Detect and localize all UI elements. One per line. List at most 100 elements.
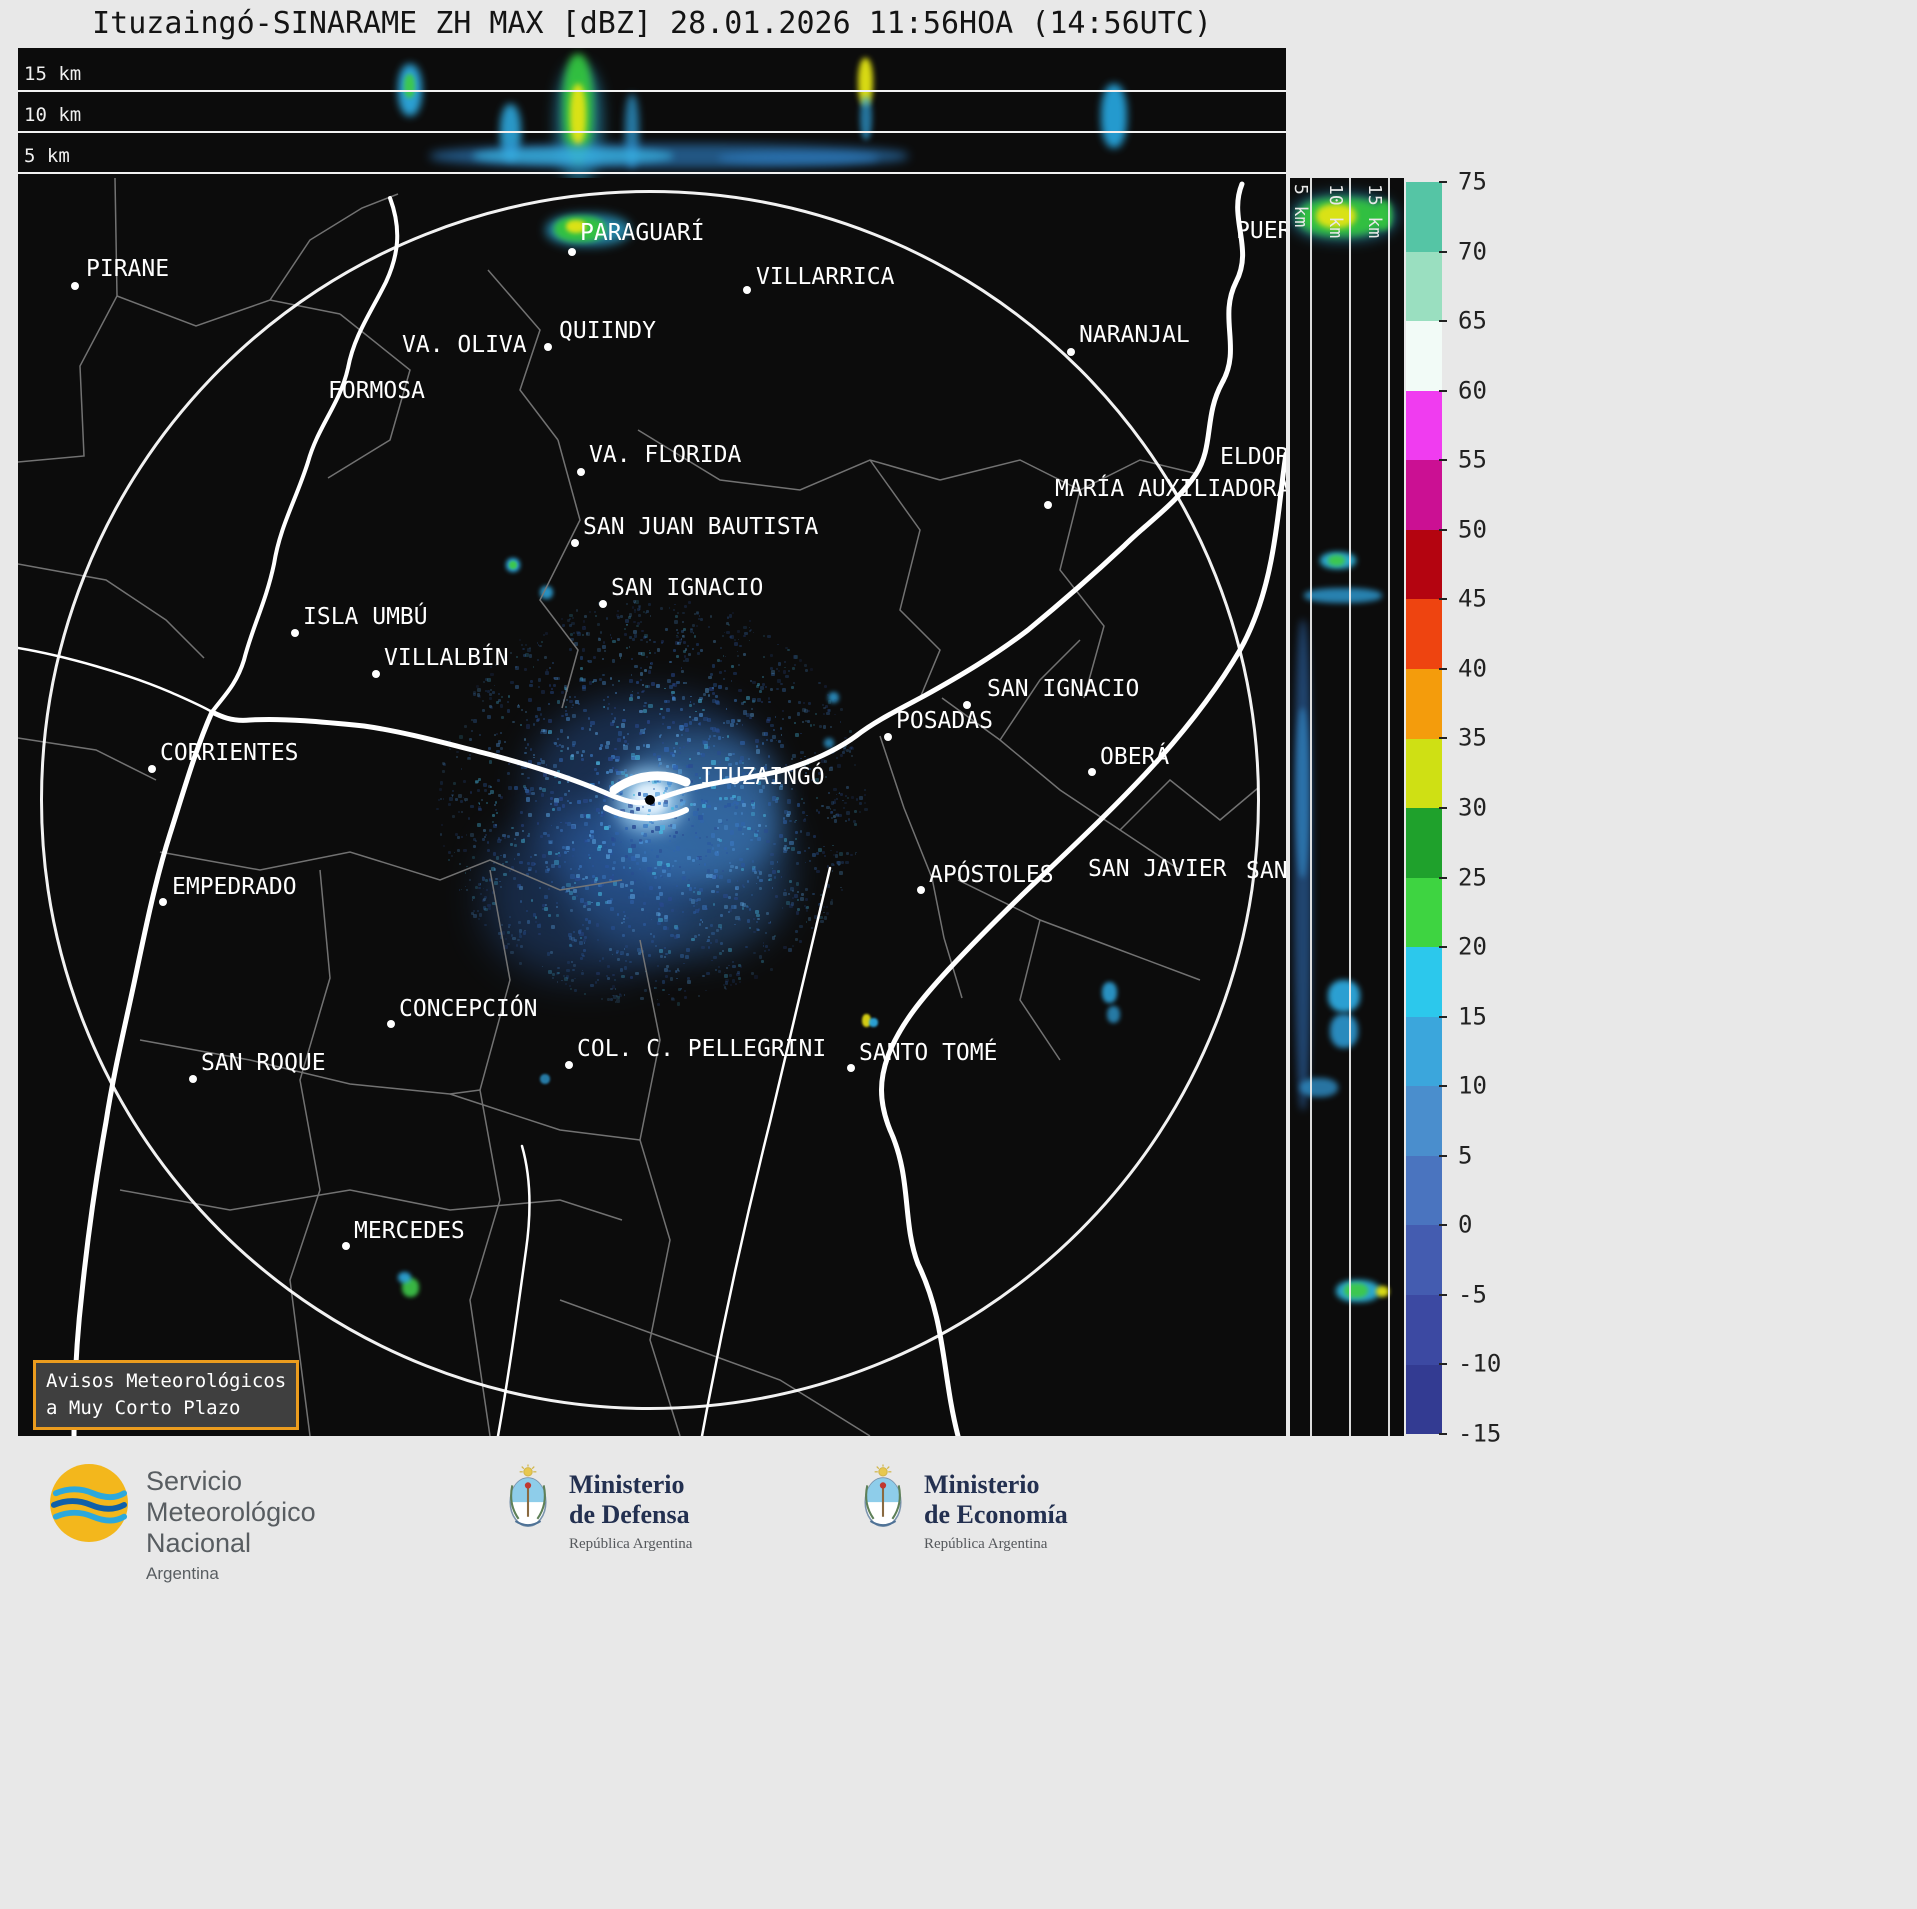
ministry-sub-label: República Argentina bbox=[569, 1536, 693, 1552]
radar-echo bbox=[1101, 84, 1127, 148]
city-label: VILLALBÍN bbox=[384, 645, 509, 671]
colorbar-segment bbox=[1406, 1086, 1442, 1156]
radar-echo bbox=[1304, 588, 1382, 603]
colorbar-segment bbox=[1406, 808, 1442, 878]
colorbar-tick bbox=[1439, 807, 1447, 809]
ministry-name-line: de Economía bbox=[924, 1500, 1068, 1529]
city-dot bbox=[544, 343, 552, 351]
radar-echo bbox=[858, 58, 873, 106]
warning-box: Avisos Meteorológicos a Muy Corto Plazo bbox=[33, 1360, 300, 1430]
city-label: NARANJAL bbox=[1079, 322, 1190, 348]
city-dot bbox=[917, 886, 925, 894]
colorbar-tick-label: 20 bbox=[1458, 932, 1487, 961]
colorbar-segment bbox=[1406, 738, 1442, 809]
city-dot bbox=[291, 629, 299, 637]
top-echo-layer bbox=[18, 48, 1286, 178]
altitude-gridline bbox=[18, 172, 1286, 174]
colorbar-tick-label: 75 bbox=[1458, 167, 1487, 196]
city-label: ELDORADO bbox=[1220, 444, 1286, 470]
altitude-gridline bbox=[1310, 178, 1312, 1436]
page-title: Ituzaingó-SINARAME ZH MAX [dBZ] 28.01.20… bbox=[92, 6, 1212, 41]
city-label: VA. OLIVA bbox=[402, 332, 527, 358]
city-dot bbox=[577, 468, 585, 476]
radar-echo bbox=[404, 74, 415, 98]
radar-echo bbox=[1376, 1286, 1389, 1297]
city-label: MARÍA AUXILIADORA bbox=[1055, 476, 1286, 502]
colorbar-segment bbox=[1406, 321, 1442, 391]
radar-echo bbox=[1328, 980, 1360, 1012]
colorbar-tick-label: 50 bbox=[1458, 515, 1487, 544]
city-dot bbox=[387, 1020, 395, 1028]
colorbar-tick bbox=[1439, 876, 1447, 879]
smn-logo-icon bbox=[50, 1464, 128, 1542]
city-dot bbox=[148, 765, 156, 773]
colorbar-tick bbox=[1439, 1363, 1447, 1366]
colorbar-tick-label: 0 bbox=[1458, 1210, 1473, 1239]
city-label: CONCEPCIÓN bbox=[399, 996, 538, 1022]
city-label: SAN PEDRO bbox=[1246, 858, 1286, 884]
colorbar-tick bbox=[1439, 737, 1447, 740]
altitude-label: 15 km bbox=[24, 63, 82, 85]
colorbar-tick-label: 45 bbox=[1458, 584, 1487, 613]
colorbar-tick-label: 15 bbox=[1458, 1002, 1487, 1031]
ministry-name-line: de Defensa bbox=[569, 1500, 690, 1529]
radar-echo bbox=[860, 96, 872, 140]
colorbar-segment bbox=[1406, 668, 1442, 739]
city-label: EMPEDRADO bbox=[172, 874, 297, 900]
top-cross-section: 15 km 10 km 5 km bbox=[18, 48, 1286, 178]
colorbar-tick bbox=[1439, 667, 1447, 670]
city-label: SAN JAVIER bbox=[1088, 856, 1227, 882]
colorbar-tick bbox=[1439, 320, 1447, 323]
city-label: ISLA UMBÚ bbox=[303, 604, 428, 630]
smn-name-line: Nacional bbox=[146, 1528, 252, 1558]
colorbar-tick-label: 65 bbox=[1458, 306, 1487, 335]
colorbar-tick-label: -5 bbox=[1458, 1280, 1487, 1309]
city-dot bbox=[884, 733, 892, 741]
colorbar-tick bbox=[1439, 946, 1447, 949]
altitude-gridline bbox=[1388, 178, 1390, 1436]
colorbar-segment bbox=[1406, 1155, 1442, 1226]
radar-echo bbox=[570, 84, 586, 146]
colorbar bbox=[1406, 182, 1442, 1435]
smn-name-line: Meteorológico bbox=[146, 1497, 316, 1527]
colorbar-segment bbox=[1406, 529, 1442, 600]
radar-echo bbox=[1300, 1078, 1338, 1097]
city-dot bbox=[599, 600, 607, 608]
city-dot bbox=[71, 282, 79, 290]
colorbar-segment bbox=[1406, 1225, 1442, 1295]
colorbar-tick bbox=[1439, 1224, 1447, 1227]
city-label: COL. C. PELLEGRINI bbox=[577, 1036, 827, 1062]
colorbar-tick bbox=[1439, 1433, 1447, 1435]
altitude-label: 5 km bbox=[1290, 184, 1311, 228]
argentina-coat-of-arms-icon bbox=[864, 1464, 902, 1527]
colorbar-tick bbox=[1439, 598, 1447, 601]
colorbar-tick-label: 60 bbox=[1458, 376, 1487, 405]
city-layer: PIRANE PARAGUARÍ VILLARRICA QUIINDY VA. OLIV… bbox=[18, 178, 1286, 1436]
city-dot bbox=[189, 1075, 197, 1083]
colorbar-segment bbox=[1406, 1295, 1442, 1365]
altitude-label: 15 km bbox=[1364, 184, 1385, 239]
altitude-gridline bbox=[1349, 178, 1351, 1436]
city-dot bbox=[1088, 768, 1096, 776]
colorbar-tick-label: 10 bbox=[1458, 1071, 1487, 1100]
city-dot bbox=[372, 670, 380, 678]
colorbar-segment bbox=[1406, 947, 1442, 1017]
city-dot bbox=[568, 248, 576, 256]
smn-logo-group: Servicio Meteorológico Nacional Argentin… bbox=[50, 1464, 316, 1584]
colorbar-segment bbox=[1406, 1364, 1442, 1435]
radar-echo bbox=[1296, 708, 1309, 878]
colorbar-tick-label: 40 bbox=[1458, 654, 1487, 683]
city-label: OBERÁ bbox=[1100, 744, 1170, 770]
colorbar-tick bbox=[1439, 1085, 1447, 1088]
ministry-defensa-group: Ministerio de Defensa República Argentin… bbox=[505, 1464, 692, 1553]
city-label: PIRANE bbox=[86, 256, 170, 282]
colorbar-tick-label: 70 bbox=[1458, 236, 1487, 265]
city-label: PARAGUARÍ bbox=[580, 220, 705, 246]
city-label: QUIINDY bbox=[559, 318, 656, 344]
radar-echo bbox=[718, 152, 878, 164]
colorbar-tick bbox=[1439, 1293, 1447, 1296]
right-echo-layer bbox=[1290, 178, 1404, 1436]
colorbar-segment bbox=[1406, 460, 1442, 530]
city-dot bbox=[1044, 501, 1052, 509]
